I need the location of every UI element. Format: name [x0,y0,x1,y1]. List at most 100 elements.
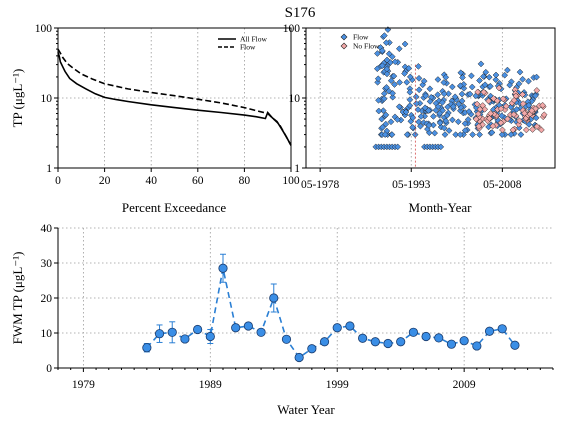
flow-point [406,102,414,109]
no-flow-point [516,117,523,125]
flow-point [459,74,466,81]
flow-point [426,98,434,105]
fwm-point [167,327,177,337]
flow-point [415,86,423,94]
month-year-points [372,26,548,168]
no-flow-point [533,87,541,94]
month-year-panel: 05-1978 05-1993 05-2008 1 10 100 Flow No Flow… [283,23,556,215]
flow-point [442,73,450,81]
flow-point [394,143,402,151]
legend-label-flow: Flow [240,43,256,52]
fwm-point [243,321,253,331]
flow-point [401,40,409,48]
flow-point [406,96,414,104]
flow-point [498,131,506,138]
x-tick-label: 40 [145,175,157,187]
flow-point [448,83,456,91]
flow-point [465,108,473,115]
fwm-point [459,336,469,346]
exceedance-grid [57,27,292,169]
y-tick-label: 20 [41,293,53,305]
flow-point [443,112,451,119]
fwm-series [142,253,520,363]
flow-point [412,93,420,101]
no-flow-point [539,101,546,109]
flow-point [406,88,414,96]
flow-point [414,106,422,113]
flow-point [415,63,422,70]
fwm-point [510,340,520,350]
flow-point [382,111,390,119]
flow-point [425,122,433,129]
fwm-point [256,327,266,337]
flow-point [458,97,466,105]
flow-point [422,92,430,100]
flow-point [457,82,464,90]
fwm-point [180,334,190,344]
no-flow-point [475,123,483,130]
flow-point [412,100,420,107]
flow-point [458,90,466,98]
flow-point [415,118,423,126]
flow-point [436,109,444,117]
flow-point [451,93,459,101]
no-flow-point [490,95,497,102]
no-flow-point [489,122,497,130]
flow-point [375,96,382,104]
flow-point [374,75,382,83]
flow-point [449,103,457,110]
flow-point [504,66,511,74]
month-year-x-label: Month-Year [409,200,473,215]
y-tick-label: 100 [35,23,53,35]
legend-marker-flow [340,33,348,41]
flow-point [455,100,463,108]
fwm-point [497,324,507,334]
flow-point [383,70,391,78]
flow-point [501,71,509,79]
flow-point [402,108,410,116]
flow-point [396,79,403,86]
fwm-series-line [146,268,516,359]
flow-point [476,77,483,84]
no-flow-point [495,84,503,92]
legend-label-no-flow: No Flow [353,42,380,51]
flow-point [390,72,398,80]
fwm-point [358,333,368,343]
month-year-legend: Flow No Flow [340,33,380,51]
y-tick-label: 1 [294,163,300,175]
x-tick-label: 1979 [72,379,95,391]
flow-point [387,77,395,85]
flow-point [388,53,396,61]
fwm-point [319,337,330,347]
y-tick-label: 10 [289,93,301,105]
fwm-point [421,331,431,342]
flow-point [389,93,397,101]
exceedance-y-label: TP (μgL⁻¹) [10,69,25,128]
flow-point [445,127,453,134]
fwm-point [484,326,495,336]
flow-point [383,84,390,91]
flow-point [440,124,448,132]
no-flow-point [485,97,492,105]
no-flow-point [474,110,482,118]
fwm-point [383,338,393,349]
flow-point [517,131,525,138]
flow-point [425,107,432,114]
no-flow-point [497,105,505,113]
flow-point [442,117,450,125]
exceedance-series-line-0 [57,52,292,146]
flow-point [525,77,532,85]
flow-point [378,47,386,55]
flow-point [383,65,391,73]
fwm-point [205,331,215,342]
flow-point [434,91,442,99]
no-flow-point [502,102,510,110]
flow-point [436,119,444,127]
flow-point [415,74,423,82]
flow-point [468,83,476,91]
flow-point [394,116,401,123]
exceedance-series-line-1 [57,48,292,146]
flow-point [395,45,403,53]
